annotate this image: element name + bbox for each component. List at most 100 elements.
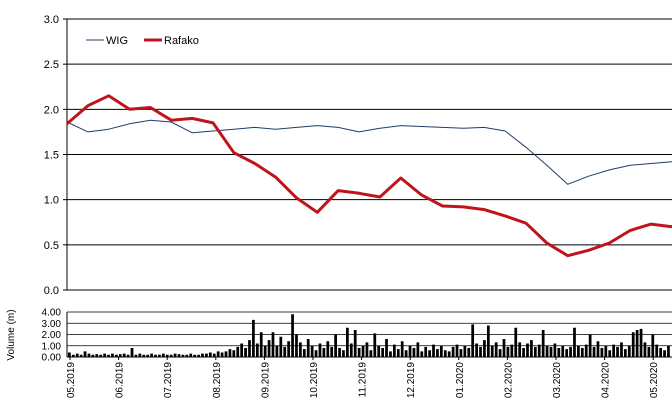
volume-bar [142,354,146,357]
volume-y-tick-label: 4.00 [42,308,62,319]
volume-bar [212,353,216,358]
volume-bar [490,345,494,357]
volume-bar [620,342,623,358]
volume-bar [173,353,177,358]
volume-bar [545,345,549,357]
volume-bar [193,354,197,357]
volume-bar [385,339,388,357]
volume-bar [502,339,506,357]
volume-bar [530,340,533,358]
volume-bar [518,342,522,358]
volume-bar [541,330,545,357]
volume-bar [404,350,408,357]
volume-bar [455,344,459,358]
volume-chart-bars [68,314,670,358]
main-y-tick-label: 1.5 [44,150,59,162]
volume-bar [663,350,666,357]
volume-bar [627,345,631,357]
volume-bar [169,354,173,357]
volume-bar [651,334,655,357]
volume-bar [181,354,185,357]
volume-bar [475,343,478,357]
volume-bar [526,343,529,357]
volume-bar [655,344,659,358]
volume-bar [600,348,604,357]
volume-bar [486,325,490,357]
volume-bar [189,353,193,358]
volume-bar [122,353,126,358]
volume-bar [240,343,244,357]
volume-bar [592,346,596,358]
main-y-tick-label: 2.5 [44,59,59,71]
volume-bar [553,343,557,357]
volume-bar [533,346,537,358]
volume-chart-gridlines [67,311,672,347]
volume-bar [299,342,302,358]
volume-bar [291,314,294,357]
volume-bar [357,348,361,357]
volume-bar [118,354,122,357]
volume-bar [580,348,584,357]
volume-bar [201,353,204,358]
volume-bar [639,328,643,358]
volume-bar [177,354,181,357]
volume-bar [416,342,420,358]
volume-bar [467,348,471,357]
volume-bar [365,342,369,358]
volume-bar [302,349,306,358]
x-tick-label: 05.2020 [649,362,660,399]
volume-bar [361,345,365,357]
volume-bar [146,354,150,357]
volume-bar [103,353,106,358]
main-y-tick-label: 0.0 [44,285,59,297]
volume-bar [494,342,498,358]
volume-bar [236,346,240,358]
x-tick-label: 12.2019 [406,362,417,399]
volume-bar [71,354,75,357]
volume-bar [271,332,275,357]
volume-bar [75,353,79,358]
volume-bar [114,354,118,357]
volume-bar [647,346,651,358]
volume-bar [318,343,322,357]
volume-bar [165,354,169,357]
volume-bar [255,343,259,357]
volume-bar [228,349,232,358]
volume-bar [279,336,283,357]
x-tick-label: 08.2019 [212,362,223,399]
volume-bar [510,344,514,358]
volume-bar [667,345,670,357]
volume-axis-label: Volume (m) [6,309,17,360]
volume-bar [604,345,608,357]
volume-bar [83,351,87,358]
x-tick-label: 02.2020 [503,362,514,399]
volume-bar [306,339,310,357]
volume-bar [522,348,525,357]
legend-label-rafako: Rafako [164,35,199,47]
x-tick-label: 04.2020 [601,362,612,399]
x-axis-tick-labels: 05.2019 06.2019 07.2019 08.2019 09.2019 10.20… [66,357,660,398]
volume-bar [91,354,95,357]
volume-bar [158,354,161,357]
volume-bar [608,350,612,357]
volume-bar [381,348,384,357]
volume-bar [659,348,662,357]
series-line-wig [66,119,672,185]
volume-bar [447,351,451,358]
volume-bar [377,345,381,357]
x-tick-label: 10.2019 [309,362,320,399]
volume-bar [68,352,71,357]
volume-bar [588,334,592,357]
main-y-tick-label: 0.5 [44,240,59,252]
volume-bar [283,346,287,358]
volume-bar [537,344,541,358]
volume-bar [95,354,99,357]
volume-bar [154,354,157,357]
volume-bar [428,350,431,357]
volume-bar [99,354,103,357]
x-tick-label: 11.2019 [358,362,369,398]
volume-bar [643,342,647,358]
volume-bar [439,345,443,357]
volume-bar [353,330,357,357]
